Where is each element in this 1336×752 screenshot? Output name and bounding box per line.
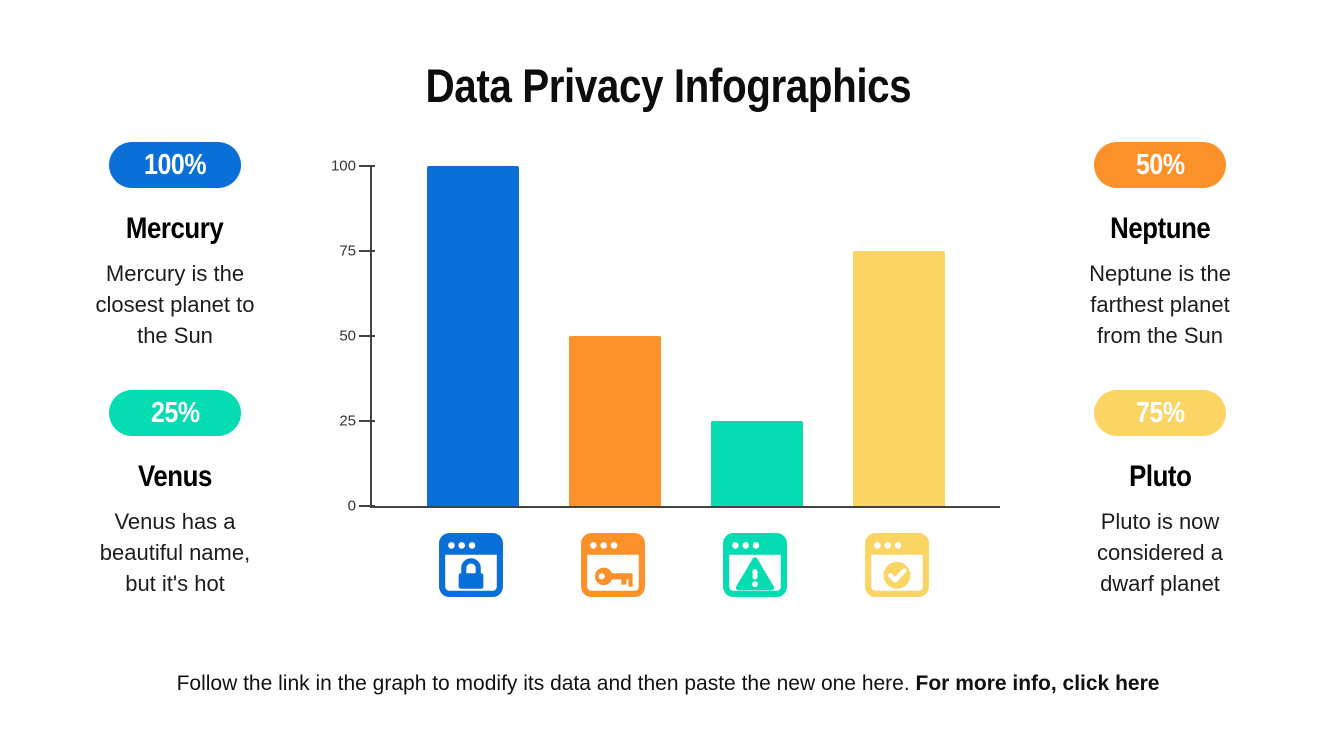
stat-name-neptune-text: Neptune [1109, 212, 1211, 245]
tick-mark [359, 335, 375, 337]
browser-check-icon [864, 532, 930, 598]
percent-badge-pluto-label: 75% [1135, 397, 1185, 429]
stat-name-neptune: Neptune [1070, 212, 1250, 246]
tick-mark [359, 420, 375, 422]
stat-card-pluto: 75% Pluto Pluto is now considered a dwar… [1070, 390, 1250, 599]
footer-note-text: Follow the link in the graph to modify i… [176, 672, 916, 695]
stat-name-mercury-text: Mercury [126, 212, 224, 245]
bar-warning [711, 421, 803, 506]
percent-badge-neptune-label: 50% [1135, 149, 1185, 181]
tick-mark [359, 505, 375, 507]
percent-badge-mercury-label: 100% [143, 149, 207, 181]
y-axis-tick-label: 75 [339, 242, 356, 260]
bar-lock [427, 166, 519, 506]
stat-desc-mercury: Mercury is the closest planet to the Sun [95, 261, 255, 348]
stat-card-neptune: 50% Neptune Neptune is the farthest plan… [1070, 142, 1250, 351]
tick-mark [359, 165, 375, 167]
footer-more-info-link[interactable]: For more info, click here [915, 672, 1160, 695]
percent-badge-venus-label: 25% [150, 397, 200, 429]
percent-badge-neptune: 50% [1094, 142, 1226, 188]
browser-lock-icon [438, 532, 504, 598]
stat-name-venus: Venus [85, 460, 265, 494]
bar-check [853, 251, 945, 506]
stat-desc-pluto: Pluto is now considered a dwarf planet [1097, 509, 1223, 596]
stat-desc-venus: Venus has a beautiful name, but it's hot [99, 509, 251, 596]
stat-name-pluto: Pluto [1070, 460, 1250, 494]
bar-key [569, 336, 661, 506]
footer-note: Follow the link in the graph to modify i… [0, 672, 1336, 696]
stat-name-venus-text: Venus [138, 460, 212, 493]
y-axis-tick-label: 25 [339, 412, 356, 430]
browser-warning-icon [722, 532, 788, 598]
page-title-text: Data Privacy Infographics [425, 59, 911, 112]
percent-badge-mercury: 100% [109, 142, 241, 188]
percent-badge-pluto: 75% [1094, 390, 1226, 436]
stat-card-mercury: 100% Mercury Mercury is the closest plan… [85, 142, 265, 351]
stat-card-venus: 25% Venus Venus has a beautiful name, bu… [85, 390, 265, 599]
x-axis-icon-row [0, 532, 1336, 598]
y-axis-tick-label: 100 [330, 157, 356, 175]
y-axis-tick-label: 0 [347, 497, 356, 515]
stat-name-pluto-text: Pluto [1128, 460, 1192, 493]
percent-badge-venus: 25% [109, 390, 241, 436]
stat-desc-neptune: Neptune is the farthest planet from the … [1089, 261, 1231, 348]
chart-plot: 0 25 50 75 100 [331, 158, 1000, 515]
stat-name-mercury: Mercury [85, 212, 265, 246]
y-axis-tick-label: 50 [339, 327, 356, 345]
browser-key-icon [580, 532, 646, 598]
tick-mark [359, 250, 375, 252]
page-title: Data Privacy Infographics [0, 58, 1336, 113]
